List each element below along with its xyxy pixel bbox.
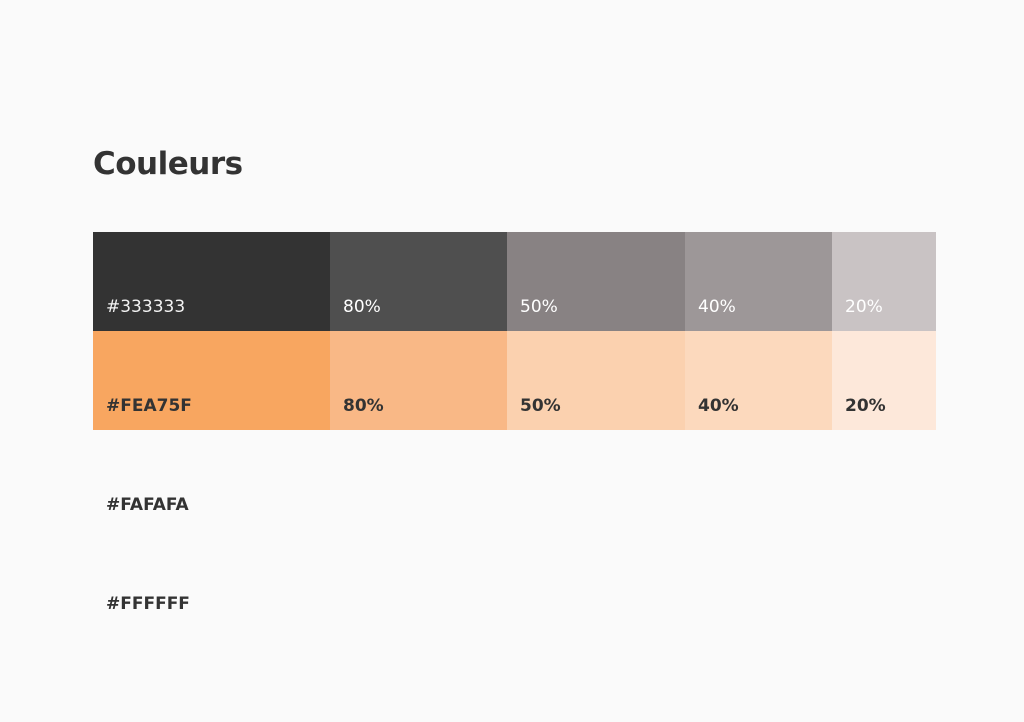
swatch-dark-base: #333333	[93, 232, 330, 331]
swatch-label: 50%	[520, 396, 561, 416]
swatch-light: #FAFAFA	[93, 430, 330, 529]
swatch-label: 80%	[343, 297, 381, 317]
swatch-dark-80: 80%	[330, 232, 507, 331]
swatch-label: 40%	[698, 396, 739, 416]
swatch-dark-20: 20%	[832, 232, 936, 331]
white-color-row: #FFFFFF	[93, 529, 936, 628]
swatch-orange-40: 40%	[685, 331, 832, 430]
swatch-label: 50%	[520, 297, 558, 317]
light-color-row: #FAFAFA	[93, 430, 936, 529]
swatch-label: #FAFAFA	[106, 495, 189, 515]
swatch-label: #333333	[106, 297, 186, 317]
dark-color-row: #333333 80% 50% 40% 20%	[93, 232, 936, 331]
swatch-label: 20%	[845, 297, 883, 317]
swatch-label: #FEA75F	[106, 396, 192, 416]
swatch-label: 80%	[343, 396, 384, 416]
swatch-label: 40%	[698, 297, 736, 317]
swatch-dark-40: 40%	[685, 232, 832, 331]
swatch-orange-50: 50%	[507, 331, 685, 430]
swatch-dark-50: 50%	[507, 232, 685, 331]
color-palette: #333333 80% 50% 40% 20% #FEA75F 80% 50% …	[93, 232, 936, 628]
orange-color-row: #FEA75F 80% 50% 40% 20%	[93, 331, 936, 430]
page-title: Couleurs	[93, 146, 243, 182]
swatch-label: 20%	[845, 396, 886, 416]
swatch-white: #FFFFFF	[93, 529, 330, 628]
swatch-orange-80: 80%	[330, 331, 507, 430]
swatch-orange-20: 20%	[832, 331, 936, 430]
swatch-label: #FFFFFF	[106, 594, 190, 614]
swatch-orange-base: #FEA75F	[93, 331, 330, 430]
